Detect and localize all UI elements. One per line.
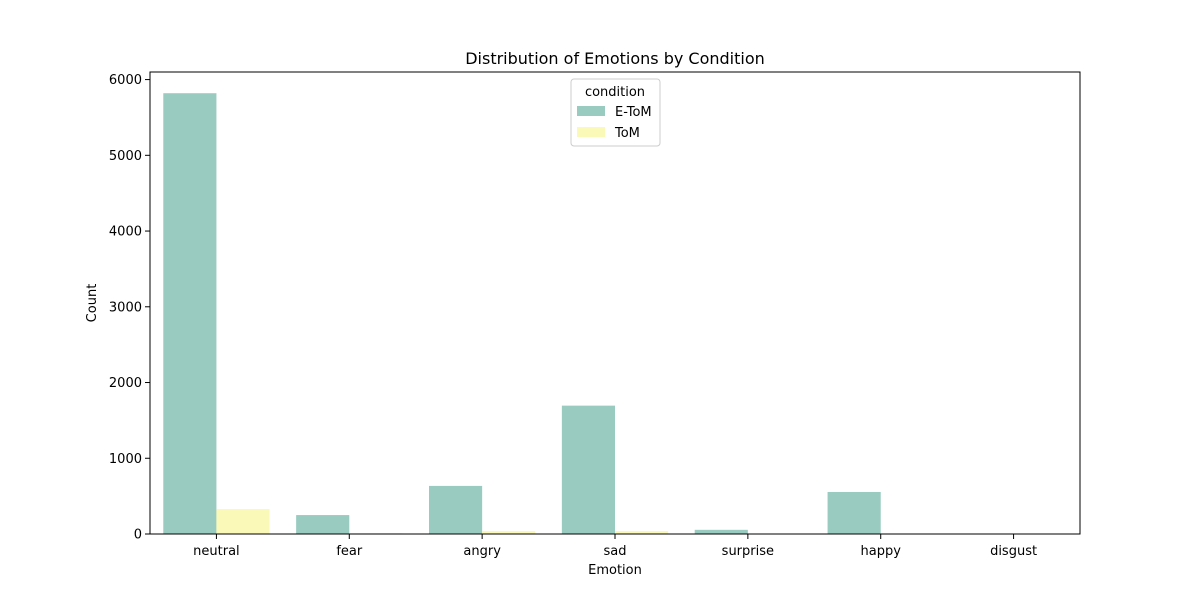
x-tick-label-neutral: neutral — [193, 544, 240, 559]
y-tick-label: 3000 — [109, 300, 142, 315]
y-tick-label: 0 — [134, 528, 142, 543]
legend-label-tom: ToM — [614, 126, 640, 141]
bar-tom-neutral — [216, 509, 269, 534]
x-tick-label-surprise: surprise — [722, 544, 774, 559]
x-axis-label: Emotion — [588, 563, 642, 578]
legend-title: condition — [585, 85, 645, 100]
bar-e-tom-sad — [562, 406, 615, 534]
x-tick-label-angry: angry — [463, 544, 501, 559]
legend-label-e-tom: E-ToM — [615, 105, 652, 120]
bar-e-tom-happy — [828, 492, 881, 534]
bar-e-tom-angry — [429, 486, 482, 534]
y-tick-label: 6000 — [109, 73, 142, 88]
legend-swatch-e-tom — [577, 106, 605, 116]
bar-e-tom-neutral — [163, 93, 216, 534]
bar-e-tom-fear — [296, 515, 349, 534]
x-tick-label-sad: sad — [604, 544, 627, 559]
bar-e-tom-surprise — [695, 530, 748, 534]
legend: condition E-ToM ToM — [571, 79, 660, 146]
y-tick-label: 4000 — [109, 225, 142, 240]
chart-title: Distribution of Emotions by Condition — [465, 49, 765, 68]
legend-swatch-tom — [577, 127, 605, 137]
y-axis-label: Count — [85, 284, 100, 323]
x-tick-label-happy: happy — [861, 544, 902, 559]
y-tick-label: 1000 — [109, 452, 142, 467]
y-tick-label: 2000 — [109, 376, 142, 391]
y-tick-label: 5000 — [109, 149, 142, 164]
x-tick-label-disgust: disgust — [990, 544, 1037, 559]
x-tick-label-fear: fear — [336, 544, 363, 559]
